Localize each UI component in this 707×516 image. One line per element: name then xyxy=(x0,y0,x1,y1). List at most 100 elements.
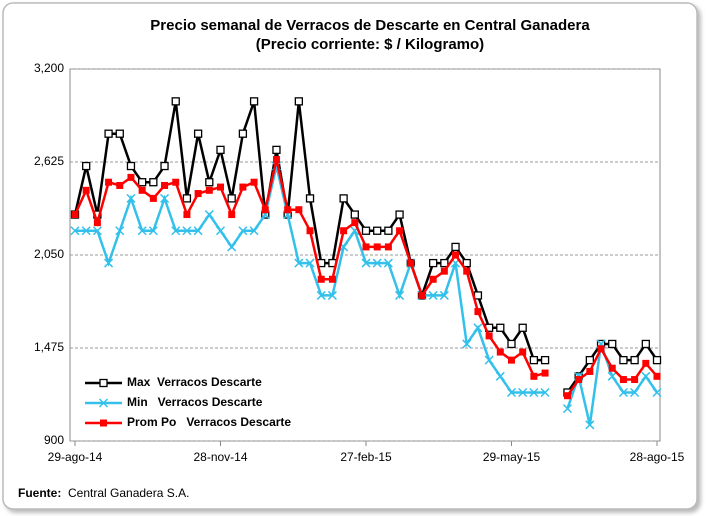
data-point xyxy=(496,348,504,356)
data-point xyxy=(653,372,661,380)
data-point xyxy=(148,226,158,236)
data-point xyxy=(294,97,303,106)
data-point xyxy=(351,219,359,227)
data-point xyxy=(630,387,640,398)
data-point xyxy=(115,226,125,236)
data-point xyxy=(530,372,538,380)
data-point xyxy=(340,227,348,235)
data-point xyxy=(71,211,79,219)
data-point xyxy=(305,194,315,203)
data-point xyxy=(92,226,102,236)
data-point xyxy=(452,251,460,259)
data-point xyxy=(127,173,135,181)
chart-subtitle: (Precio corriente: $ / Kilogramo) xyxy=(256,36,484,53)
data-point xyxy=(641,371,651,381)
legend-marker xyxy=(98,398,109,408)
data-point xyxy=(149,194,157,202)
data-point xyxy=(204,210,214,220)
data-point xyxy=(171,97,180,106)
data-point xyxy=(451,242,460,252)
data-point xyxy=(429,275,437,283)
data-point xyxy=(373,226,382,235)
x-tick-label: 29-may-15 xyxy=(483,450,541,464)
data-point xyxy=(105,178,113,186)
data-point xyxy=(182,194,192,203)
data-point xyxy=(563,392,571,400)
data-point xyxy=(116,181,124,189)
x-tick-label: 28-ago-15 xyxy=(630,450,685,464)
data-point xyxy=(597,345,605,353)
data-point xyxy=(518,387,528,398)
data-point xyxy=(541,369,549,377)
legend-marker xyxy=(99,378,108,388)
data-point xyxy=(227,242,237,252)
data-point xyxy=(149,178,158,187)
data-point xyxy=(608,364,616,372)
data-point xyxy=(138,178,147,187)
data-point xyxy=(518,323,527,332)
data-point xyxy=(642,359,650,367)
data-point xyxy=(631,376,639,384)
data-point xyxy=(81,226,91,236)
data-point xyxy=(496,323,505,332)
data-point xyxy=(439,290,449,300)
data-point xyxy=(619,376,627,384)
data-point xyxy=(171,226,181,236)
data-point xyxy=(585,420,595,430)
data-point xyxy=(495,371,505,381)
data-point xyxy=(473,323,483,333)
data-point xyxy=(585,355,594,365)
data-point xyxy=(82,186,90,194)
data-point xyxy=(462,339,472,349)
data-point xyxy=(428,290,438,300)
data-point xyxy=(216,145,225,155)
data-point xyxy=(249,226,259,236)
data-point xyxy=(350,210,359,219)
data-point xyxy=(608,339,617,349)
data-point xyxy=(506,387,517,398)
data-point xyxy=(126,161,136,171)
y-tick-label: 900 xyxy=(44,433,64,447)
y-tick-label: 3,200 xyxy=(34,61,64,75)
data-point xyxy=(619,355,628,365)
data-point xyxy=(562,404,572,414)
data-point xyxy=(138,186,146,194)
data-point xyxy=(328,275,336,283)
legend-label: Max Verracos Descarte xyxy=(127,375,262,389)
data-point xyxy=(630,355,639,365)
data-point xyxy=(529,355,539,365)
data-point xyxy=(327,290,337,300)
source: Central Ganadera S.A. xyxy=(68,486,189,500)
data-point xyxy=(383,258,393,268)
data-point xyxy=(160,161,169,171)
data-point xyxy=(484,355,494,365)
data-point xyxy=(507,339,516,349)
data-point xyxy=(228,211,236,219)
data-point xyxy=(194,190,202,198)
data-point xyxy=(540,355,550,365)
data-point xyxy=(607,371,617,381)
data-point xyxy=(440,258,449,268)
legend-label: Prom Po Verracos Descarte xyxy=(127,415,291,429)
data-point xyxy=(652,355,662,365)
data-point xyxy=(529,387,539,398)
legend-marker xyxy=(100,419,107,427)
data-point xyxy=(70,226,80,236)
data-point xyxy=(294,258,304,268)
legend-label: Min Verracos Descarte xyxy=(127,395,263,409)
y-tick-label: 2,050 xyxy=(34,247,64,261)
data-point xyxy=(463,267,471,275)
data-point xyxy=(205,178,214,187)
data-point xyxy=(272,145,281,155)
data-point xyxy=(183,211,191,219)
data-point xyxy=(104,258,114,268)
data-point xyxy=(305,258,315,268)
data-point xyxy=(361,226,371,235)
data-point xyxy=(652,387,662,398)
data-point xyxy=(115,129,124,138)
data-point xyxy=(462,258,471,268)
data-point xyxy=(618,387,628,398)
data-point xyxy=(395,290,405,300)
data-point xyxy=(396,227,404,235)
